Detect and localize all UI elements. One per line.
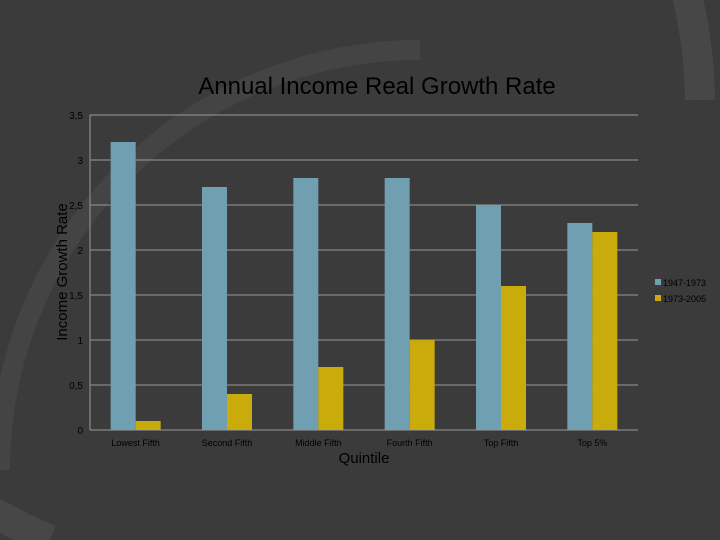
y-tick-label: 3 bbox=[77, 156, 83, 167]
y-tick-label: 3,5 bbox=[69, 111, 83, 122]
x-tick-label: Fourth Fifth bbox=[387, 438, 433, 448]
gridlines bbox=[89, 114, 638, 431]
x-tick-label: Lowest Fifth bbox=[111, 438, 160, 448]
y-tick-label: 2,5 bbox=[69, 201, 83, 212]
x-tick-label: Top Fifth bbox=[484, 438, 519, 448]
y-tick-label: 1,5 bbox=[69, 291, 83, 302]
legend: 1947-1973 1973-2005 bbox=[655, 278, 706, 304]
legend-swatch bbox=[655, 279, 661, 285]
bar-1973-2005 bbox=[409, 340, 435, 430]
y-tick-label: 0 bbox=[77, 426, 83, 437]
chart-title: Annual Income Real Growth Rate bbox=[198, 73, 556, 100]
bars bbox=[110, 142, 618, 430]
bar-1973-2005 bbox=[227, 394, 252, 430]
bar-1947-1973 bbox=[202, 187, 227, 430]
y-tick-label: 1 bbox=[77, 336, 83, 347]
x-tick-label: Middle Fifth bbox=[295, 438, 342, 448]
x-tick-label: Second Fifth bbox=[202, 438, 253, 448]
bar-1973-2005 bbox=[318, 367, 344, 430]
y-tick-label: 0,5 bbox=[69, 381, 83, 392]
x-tick-labels: Lowest Fifth Second Fifth Middle Fifth Four… bbox=[111, 438, 607, 448]
legend-label: 1947-1973 bbox=[663, 278, 706, 288]
legend-swatch bbox=[655, 295, 661, 301]
x-tick-label: Top 5% bbox=[577, 438, 607, 448]
bar-1973-2005 bbox=[135, 421, 161, 430]
bar-1947-1973 bbox=[567, 223, 593, 430]
bar-1947-1973 bbox=[110, 142, 136, 430]
bar-1947-1973 bbox=[384, 178, 410, 430]
bar-1973-2005 bbox=[501, 286, 526, 430]
legend-label: 1973-2005 bbox=[663, 294, 706, 304]
y-tick-labels: 0 0,5 1 1,5 2 2,5 3 3,5 bbox=[69, 111, 83, 437]
bar-1947-1973 bbox=[293, 178, 319, 430]
bar-1947-1973 bbox=[476, 205, 501, 430]
y-tick-label: 2 bbox=[77, 246, 83, 257]
bar-1973-2005 bbox=[592, 232, 618, 430]
x-axis-label: Quintile bbox=[339, 450, 390, 467]
y-axis-label: Income Growth Rate bbox=[54, 203, 71, 341]
